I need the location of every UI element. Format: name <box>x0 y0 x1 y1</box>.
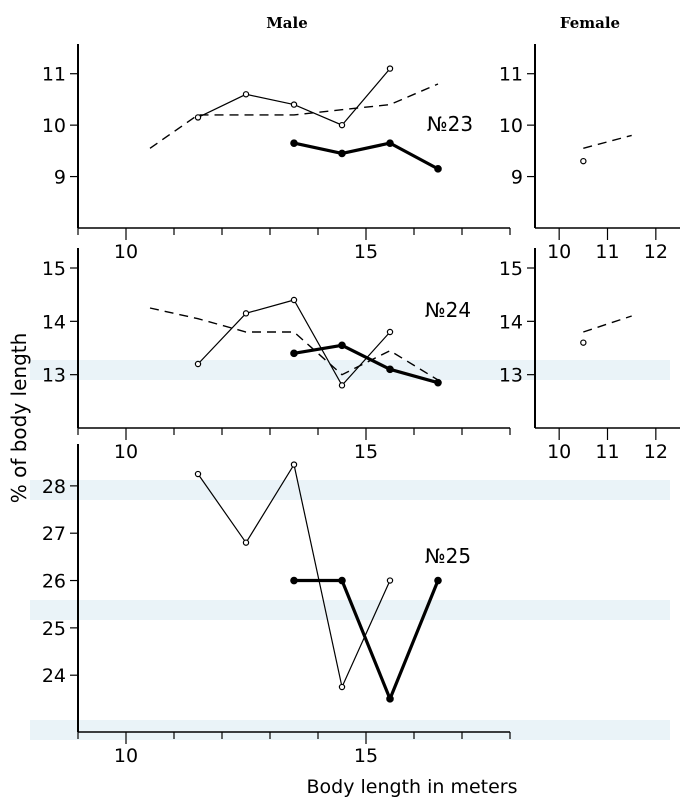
y-tick-label: 13 <box>499 365 523 387</box>
data-point-open <box>580 339 587 346</box>
data-point-open <box>290 461 298 468</box>
x-tick-label: 12 <box>644 241 668 263</box>
y-tick-label: 13 <box>42 365 66 387</box>
series-line-thick-filled-markers <box>294 578 440 701</box>
data-point-filled <box>386 365 394 374</box>
data-point-open <box>194 360 202 368</box>
x-tick-label: 15 <box>354 441 378 463</box>
data-point-open <box>338 382 346 389</box>
x-tick-label: 15 <box>354 241 378 263</box>
panel-label: №24 <box>425 298 471 322</box>
y-tick-label: 28 <box>42 476 66 498</box>
data-point-filled <box>434 378 442 387</box>
title-male: Male <box>266 14 308 32</box>
data-point-filled <box>386 695 394 703</box>
data-point-open <box>386 328 394 336</box>
series-line-thick-filled-markers <box>293 141 439 171</box>
x-tick-label: 10 <box>114 241 138 263</box>
series-line-dashed <box>583 134 632 149</box>
panel-no25: 10 15 24 25 26 27 28 №25 <box>42 444 511 767</box>
y-tick-label: 10 <box>499 115 523 137</box>
data-point-open <box>338 121 346 129</box>
data-point-open <box>194 114 202 121</box>
data-point-open <box>386 577 394 584</box>
data-point-open <box>242 91 250 98</box>
series-line-thin-open-markers <box>197 68 391 126</box>
series-line-dashed <box>583 315 632 333</box>
watermark-band <box>30 360 670 380</box>
title-female: Female <box>560 14 620 32</box>
panel-label: №23 <box>427 112 473 136</box>
data-point-filled <box>290 576 298 585</box>
panel-label: №25 <box>425 544 471 568</box>
x-tick-label: 15 <box>354 745 378 767</box>
y-tick-label: 9 <box>54 167 66 189</box>
series-line-thick-filled-markers <box>293 343 439 385</box>
y-tick-label: 24 <box>42 665 66 687</box>
data-point-open <box>386 65 394 72</box>
watermark-band <box>30 600 670 620</box>
y-tick-label: 15 <box>499 258 523 280</box>
data-point-filled <box>386 139 394 147</box>
data-point-filled <box>434 576 442 585</box>
y-tick-label: 9 <box>511 167 523 189</box>
data-point-open <box>338 683 346 691</box>
series-line-dashed <box>149 307 439 381</box>
x-tick-label: 12 <box>644 441 668 463</box>
y-tick-label: 10 <box>42 115 66 137</box>
panel-no24: 10 15 13 14 15 №24 <box>42 248 511 463</box>
y-tick-label: 11 <box>499 64 523 86</box>
panel-no23: 10 15 9 10 11 №23 <box>42 44 511 263</box>
x-tick-label: 10 <box>547 241 571 263</box>
x-tick-label: 10 <box>114 745 138 767</box>
panel-female-1: 10 11 12 9 10 11 <box>499 44 680 263</box>
x-tick-label: 11 <box>595 441 619 463</box>
y-tick-label: 27 <box>42 523 66 545</box>
x-tick-label: 10 <box>547 441 571 463</box>
data-point-filled <box>434 165 442 173</box>
data-point-filled <box>338 576 346 585</box>
y-tick-label: 15 <box>42 258 66 280</box>
data-point-open <box>194 470 202 478</box>
data-point-filled <box>338 341 346 350</box>
y-tick-label: 14 <box>42 311 66 333</box>
x-tick-label: 11 <box>595 241 619 263</box>
y-tick-label: 26 <box>42 571 66 593</box>
x-axis-label: Body length in meters <box>306 776 517 798</box>
y-tick-label: 14 <box>499 311 523 333</box>
y-tick-label: 25 <box>42 618 66 640</box>
data-point-open <box>242 310 250 317</box>
background-watermark <box>30 360 670 740</box>
panels: 10 15 9 10 11 №23 10 11 12 9 10 11 10 15 13 14 15 №24 10 11… <box>42 44 680 767</box>
watermark-band <box>30 480 670 500</box>
data-point-open <box>290 101 298 108</box>
data-point-open <box>242 539 250 546</box>
data-point-filled <box>290 349 298 358</box>
panel-female-3: 10 11 12 13 14 15 <box>499 248 680 463</box>
data-point-open <box>290 296 298 304</box>
y-tick-label: 11 <box>42 64 66 86</box>
y-axis-label: % of body length <box>7 333 31 504</box>
data-point-open <box>580 157 587 165</box>
data-point-filled <box>338 149 346 158</box>
series-line-dashed <box>149 83 439 149</box>
data-point-filled <box>290 139 298 147</box>
x-tick-label: 10 <box>114 441 138 463</box>
